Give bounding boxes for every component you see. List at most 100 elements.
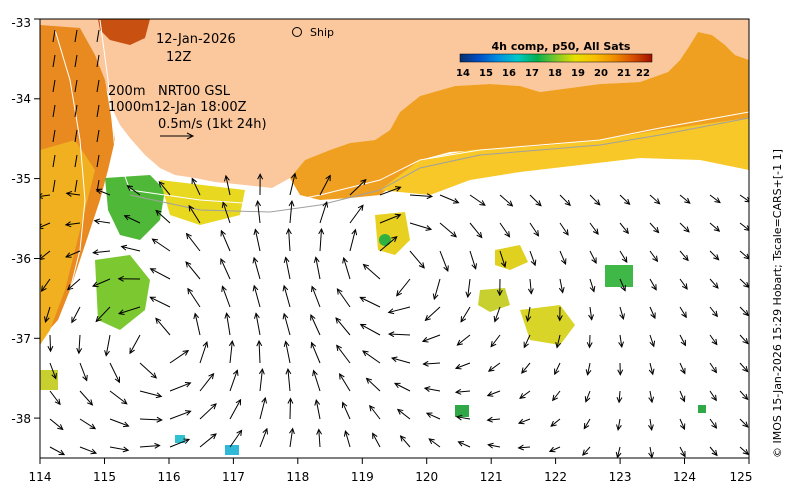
- current-vector-head: [262, 427, 268, 435]
- current-vector: [739, 306, 749, 316]
- current-vector: [494, 306, 501, 322]
- current-vector-head: [554, 368, 560, 376]
- current-vector-head: [654, 198, 661, 205]
- current-vector-head: [285, 367, 292, 375]
- current-vector: [96, 104, 100, 118]
- current-vector: [150, 268, 171, 280]
- current-vector: [409, 194, 432, 197]
- current-vector-head: [188, 204, 195, 212]
- current-vector: [649, 250, 658, 262]
- current-vector: [379, 236, 398, 252]
- current-vector-head: [256, 339, 263, 347]
- current-vector: [394, 382, 411, 392]
- current-vector: [310, 314, 321, 336]
- current-vector-head: [457, 441, 465, 447]
- current-vector: [389, 333, 411, 336]
- current-vector-head: [117, 309, 125, 316]
- current-vector-head: [252, 256, 259, 264]
- current-vector: [679, 390, 685, 402]
- current-vector-head: [310, 313, 316, 321]
- current-vector: [169, 350, 189, 364]
- current-vector: [109, 362, 120, 383]
- current-vector-head: [711, 422, 718, 429]
- current-vector-head: [92, 249, 99, 256]
- current-vector: [519, 390, 531, 399]
- current-vector-head: [236, 429, 243, 436]
- current-vector: [456, 416, 471, 420]
- current-vector: [339, 373, 351, 392]
- current-vector: [52, 79, 56, 93]
- current-vector-head: [428, 438, 435, 445]
- x-tick-label: 122: [544, 470, 567, 484]
- current-vector-head: [289, 427, 295, 435]
- current-vector-head: [339, 372, 345, 380]
- current-vector: [96, 189, 111, 196]
- current-vector-head: [680, 450, 686, 458]
- current-vector-head: [555, 341, 562, 349]
- current-vector-head: [454, 388, 462, 395]
- current-vector-head: [291, 172, 297, 180]
- current-vector: [187, 288, 201, 308]
- vector-time-label: 12-Jan 18:00Z: [154, 100, 247, 115]
- current-vector: [79, 418, 96, 430]
- current-vector: [289, 201, 293, 224]
- current-vector-head: [443, 265, 449, 273]
- current-vector-head: [220, 257, 226, 265]
- current-vector-head: [479, 200, 486, 206]
- current-vector-head: [357, 204, 364, 211]
- current-vector-head: [252, 284, 259, 292]
- current-vector: [96, 29, 100, 43]
- current-vector-head: [471, 263, 478, 270]
- current-vector-head: [313, 256, 320, 263]
- current-vector-head: [224, 174, 230, 182]
- x-tick-label: 119: [351, 470, 374, 484]
- current-vector-head: [149, 296, 156, 303]
- x-axis: 114 115 116 117 118 119 120 121 122 123 …: [29, 458, 752, 484]
- current-vector: [521, 362, 531, 374]
- current-vector: [556, 334, 561, 348]
- current-vector-head: [558, 287, 565, 294]
- sst-cyan-patch: [225, 445, 239, 455]
- current-vector-head: [261, 396, 268, 404]
- current-vector-head: [465, 291, 472, 299]
- current-vector-head: [591, 257, 597, 265]
- current-vector: [109, 446, 129, 451]
- current-vector: [105, 334, 111, 356]
- current-vector-head: [681, 311, 687, 319]
- current-vector-head: [621, 256, 628, 264]
- ship-marker-icon: [292, 27, 302, 37]
- current-vector-head: [336, 288, 343, 295]
- y-tick-label: -36: [11, 252, 31, 266]
- current-vector: [518, 446, 531, 449]
- current-vector: [96, 179, 100, 193]
- current-vector: [679, 418, 685, 430]
- current-vector: [739, 390, 748, 400]
- current-vector-head: [341, 401, 348, 409]
- current-vector-head: [221, 201, 228, 208]
- current-vector: [229, 341, 233, 364]
- current-vector: [709, 278, 719, 289]
- current-vector-head: [150, 372, 158, 379]
- current-vector-head: [40, 285, 47, 293]
- current-vector: [289, 428, 294, 448]
- current-vector-head: [742, 421, 749, 428]
- current-vector: [335, 317, 351, 336]
- current-vector: [391, 357, 411, 364]
- current-vector: [289, 398, 292, 420]
- current-vector-head: [582, 449, 589, 456]
- current-vector-head: [617, 369, 624, 376]
- current-vector: [259, 369, 263, 392]
- current-vector: [372, 433, 381, 448]
- current-vector: [488, 362, 501, 372]
- current-vector: [366, 377, 381, 392]
- current-vector-head: [253, 228, 260, 236]
- current-vector: [709, 446, 718, 456]
- current-vector-head: [533, 230, 540, 237]
- current-vector: [118, 306, 141, 315]
- current-vector: [549, 446, 561, 452]
- current-vector: [360, 324, 381, 336]
- y-tick-label: -34: [11, 92, 31, 106]
- current-vector-head: [682, 254, 689, 262]
- current-vector-head: [584, 396, 591, 403]
- current-vector: [499, 222, 510, 238]
